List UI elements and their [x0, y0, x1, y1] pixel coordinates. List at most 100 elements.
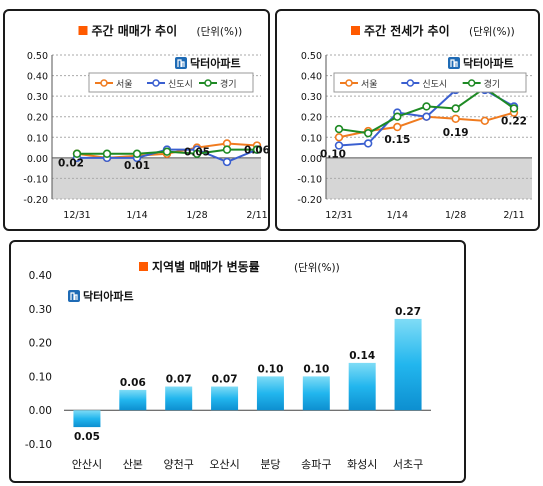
bar	[165, 386, 193, 411]
jeonse-legend-label: 신도시	[422, 79, 447, 90]
brand-logo: 닥터아파트	[175, 56, 241, 70]
jeonse-data-label: 0.22	[501, 116, 527, 128]
bar-ytick-label: -0.10	[25, 439, 52, 451]
bar-category-label: 화성시	[347, 458, 377, 471]
bar-value-label: 0.07	[212, 374, 238, 386]
jeonse-data-point	[451, 114, 460, 123]
bar	[119, 389, 147, 411]
jeonse-data-point	[334, 141, 344, 150]
sale-data-label: 0.06	[244, 145, 268, 157]
jeonse-xtick-label: 12/31	[325, 210, 352, 221]
weekly-sale-price-panel: 주간 매매가 추이 (단위(%)) 0.50 0.40 0.30 0.20 0.10 0.00…	[3, 9, 270, 231]
jeonse-ytick-label: -0.10	[297, 174, 322, 185]
sale-legend-label: 경기	[220, 78, 237, 90]
jeonse-data-point	[451, 104, 460, 113]
jeonse-title-group: 주간 전세가 추이 (단위(%))	[351, 23, 515, 38]
regional-change-panel: 지역별 매매가 변동률 (단위(%)) 닥터아파트 0.40 0.30 0.20 0.10 0…	[9, 240, 466, 483]
jeonse-data-point	[334, 124, 344, 134]
bar-value-label: 0.07	[166, 374, 192, 386]
sale-legend-marker	[204, 79, 212, 87]
sale-ytick-label: 0.50	[27, 51, 48, 62]
bar-category-label: 양천구	[164, 457, 194, 471]
sale-ytick-label: -0.10	[23, 174, 48, 185]
bar	[211, 386, 239, 411]
jeonse-data-label: 0.10	[320, 148, 346, 160]
sale-xtick-label: 1/28	[186, 210, 207, 221]
jeonse-ytick-label: 0.10	[301, 133, 322, 144]
sale-data-point	[72, 149, 82, 158]
sale-legend-box	[88, 72, 254, 93]
brand-name: 닥터아파트	[463, 56, 514, 70]
sale-title: 주간 매매가 추이	[92, 23, 178, 38]
sale-legend: 서울 신도시 경기	[88, 72, 254, 93]
jeonse-data-point	[363, 139, 373, 148]
bar-category-label: 송파구	[301, 458, 331, 471]
title-marker-icon	[78, 26, 88, 35]
sale-title-group: 주간 매매가 추이 (단위(%))	[78, 23, 242, 38]
sale-data-point	[162, 147, 172, 156]
brand-logo: 닥터아파트	[448, 56, 514, 70]
jeonse-xtick-label: 1/14	[387, 210, 408, 221]
bar-title: 지역별 매매가 변동률	[152, 259, 260, 274]
jeonse-legend-box	[333, 72, 527, 93]
sale-data-point	[102, 149, 112, 158]
jeonse-data-point	[363, 128, 373, 138]
bar-category-label: 서초구	[393, 458, 423, 471]
bar-category-label: 안산시	[72, 458, 102, 471]
sale-xtick-label: 2/11	[246, 210, 267, 221]
brand-name: 닥터아파트	[190, 56, 241, 70]
bar-ytick-label: 0.30	[29, 304, 52, 316]
sale-ytick-label: 0.10	[27, 133, 48, 144]
building-glyph-icon	[177, 59, 185, 67]
bar-value-label: 0.05	[74, 431, 100, 443]
weekly-sale-price-chart: 주간 매매가 추이 (단위(%)) 0.50 0.40 0.30 0.20 0.10 0.00…	[23, 23, 270, 221]
jeonse-data-label: 0.19	[443, 127, 469, 139]
bar-title-group: 지역별 매매가 변동률 (단위(%))	[139, 259, 340, 274]
bar	[394, 318, 422, 411]
jeonse-legend-label: 경기	[484, 78, 501, 90]
title-marker-icon	[139, 262, 148, 271]
jeonse-negative-area	[326, 157, 532, 199]
bar-ytick-label: 0.20	[29, 338, 52, 350]
jeonse-xtick-label: 2/11	[503, 210, 524, 221]
sale-data-point	[132, 149, 142, 158]
weekly-jeonse-price-panel: 주간 전세가 추이 (단위(%)) 0.50 0.40 0.30 0.20 0.10 0.00…	[275, 9, 540, 231]
jeonse-data-label: 0.15	[384, 134, 410, 146]
sale-data-label: 0.02	[58, 158, 84, 170]
bar	[302, 376, 330, 411]
jeonse-legend-marker	[406, 79, 415, 87]
brand-logo: 닥터아파트	[68, 289, 134, 303]
jeonse-unit: (단위(%))	[469, 25, 515, 38]
building-glyph-icon	[70, 292, 78, 300]
bar	[73, 410, 101, 428]
sale-legend-marker	[100, 79, 108, 87]
jeonse-data-point	[393, 122, 402, 132]
bar-ytick-label: 0.00	[29, 405, 52, 417]
bar-value-label: 0.14	[349, 350, 375, 362]
jeonse-data-point	[480, 116, 490, 126]
jeonse-data-point	[422, 102, 431, 111]
sale-data-label: 0.01	[124, 160, 150, 172]
bar	[348, 362, 376, 411]
bar-value-label: 0.10	[257, 363, 283, 375]
brand-name: 닥터아파트	[83, 289, 134, 303]
building-glyph-icon	[450, 59, 458, 67]
jeonse-legend-label: 서울	[361, 79, 378, 90]
bar-category-label: 오산시	[209, 458, 239, 471]
jeonse-xtick-label: 1/28	[445, 210, 466, 221]
jeonse-ytick-label: 0.20	[301, 113, 322, 124]
sale-data-label: 0.05	[184, 147, 210, 159]
sale-data-point	[252, 145, 262, 154]
weekly-jeonse-price-chart: 주간 전세가 추이 (단위(%))0.500.400.300.200.100.00…	[297, 23, 532, 221]
sale-legend-label: 신도시	[168, 79, 193, 90]
sale-legend-marker	[152, 79, 160, 87]
jeonse-ytick-label: 0.50	[301, 51, 322, 62]
sale-ytick-label: 0.40	[27, 72, 48, 83]
sale-ytick-label: 0.20	[27, 113, 48, 124]
jeonse-data-point	[509, 104, 519, 113]
jeonse-ytick-label: 0.00	[301, 154, 322, 165]
sale-xtick-label: 12/31	[63, 210, 90, 221]
regional-change-bar-chart: 지역별 매매가 변동률 (단위(%)) 닥터아파트 0.40 0.30 0.20 0.10 0…	[25, 259, 431, 471]
jeonse-data-point	[334, 133, 344, 142]
sale-data-point	[222, 157, 232, 167]
